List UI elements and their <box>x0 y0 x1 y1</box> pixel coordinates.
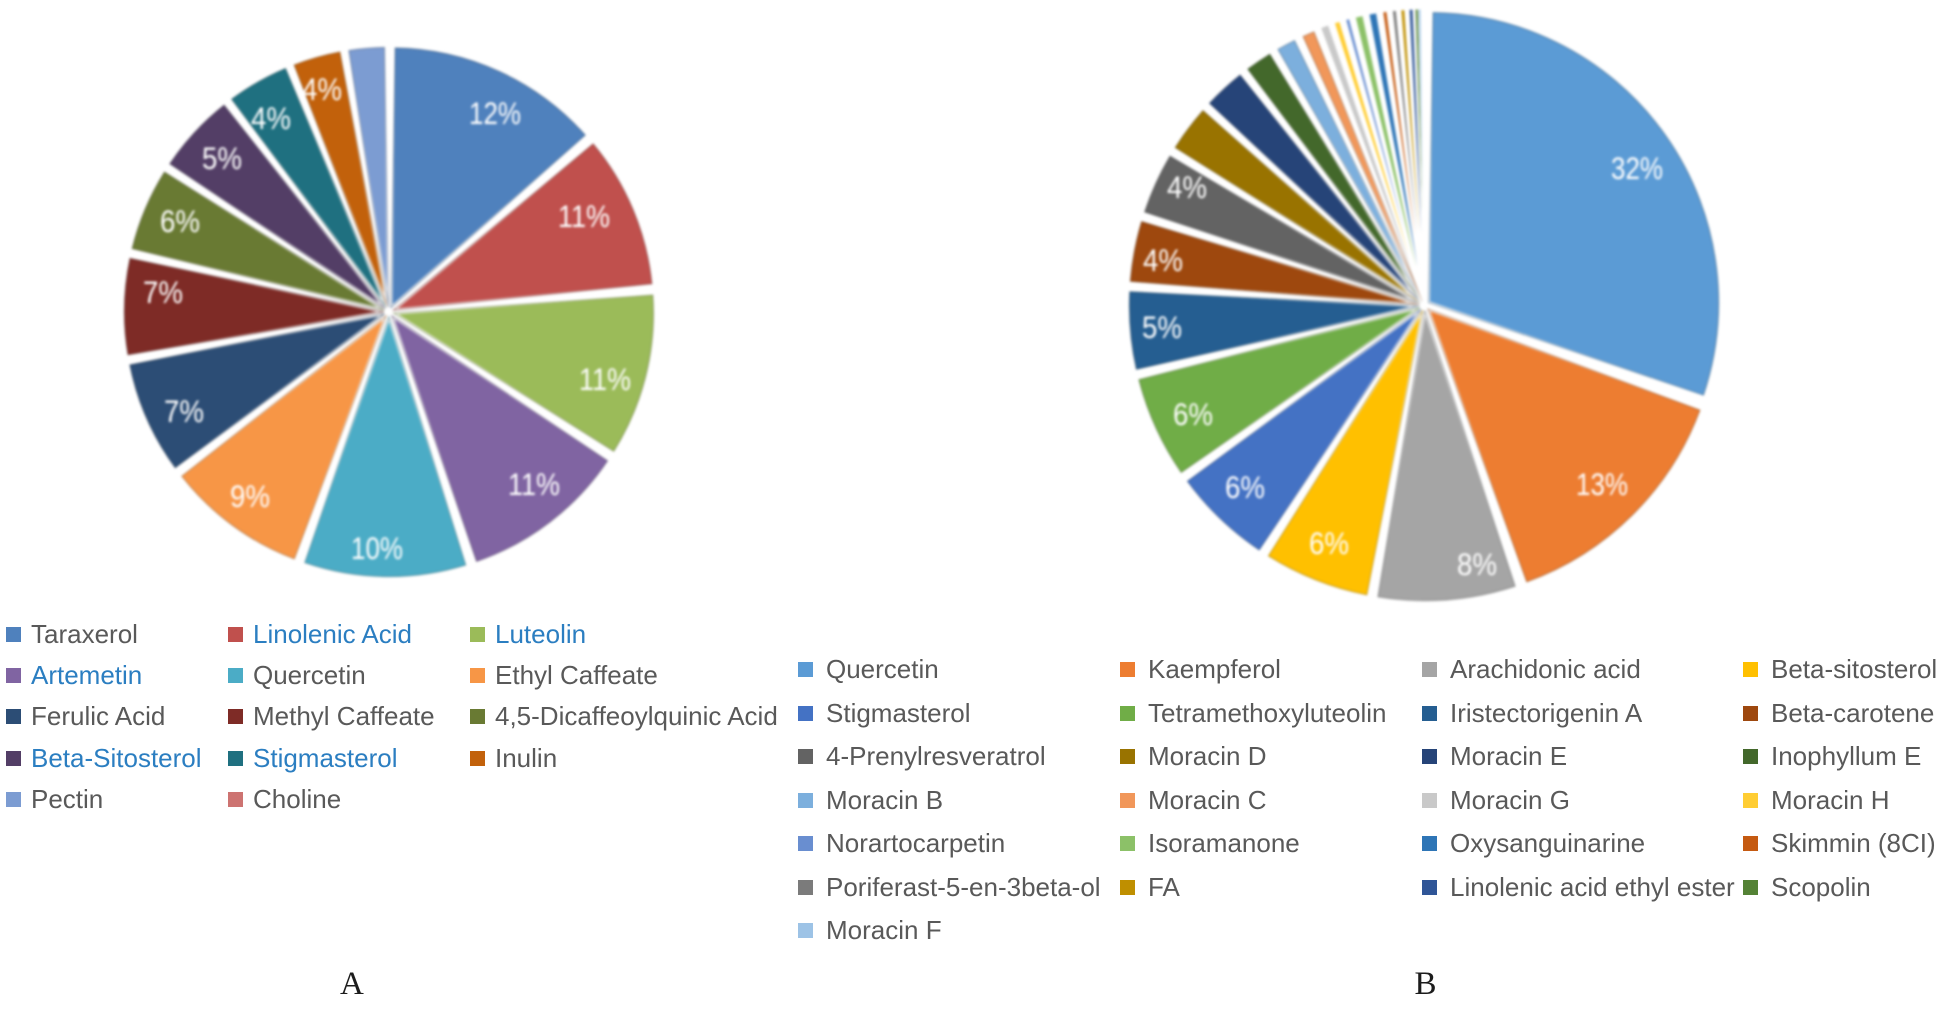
svg-text:7%: 7% <box>164 393 204 429</box>
svg-text:4%: 4% <box>302 71 342 107</box>
svg-text:6%: 6% <box>160 203 200 239</box>
svg-text:10%: 10% <box>351 530 403 566</box>
svg-text:4%: 4% <box>1143 242 1183 278</box>
svg-text:9%: 9% <box>230 478 270 514</box>
svg-text:12%: 12% <box>469 95 521 131</box>
svg-text:11%: 11% <box>579 361 631 397</box>
svg-text:13%: 13% <box>1576 466 1628 502</box>
svg-text:5%: 5% <box>1142 309 1182 345</box>
svg-text:6%: 6% <box>1225 469 1265 505</box>
svg-text:4%: 4% <box>1167 169 1207 205</box>
svg-text:8%: 8% <box>1457 546 1497 582</box>
svg-text:6%: 6% <box>1173 396 1213 432</box>
svg-text:11%: 11% <box>508 466 560 502</box>
svg-text:32%: 32% <box>1611 150 1663 186</box>
svg-text:11%: 11% <box>558 198 610 234</box>
svg-text:5%: 5% <box>202 140 242 176</box>
svg-text:6%: 6% <box>1309 525 1349 561</box>
svg-text:7%: 7% <box>143 274 183 310</box>
svg-text:4%: 4% <box>251 100 291 136</box>
